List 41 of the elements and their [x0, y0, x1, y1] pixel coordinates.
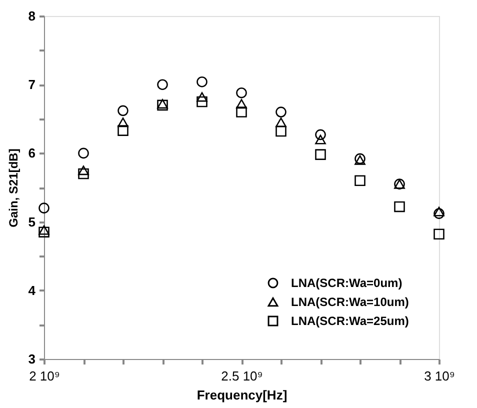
y-tick-label: 6: [28, 146, 36, 161]
point: [38, 225, 50, 235]
point: [78, 166, 89, 176]
point: [78, 148, 89, 159]
y-tick-label: 3: [28, 352, 36, 366]
y-axis-title: Gain, S21[dB]: [6, 148, 20, 228]
point: [434, 228, 444, 240]
y-tick-label: 4: [28, 282, 36, 298]
y-tick-label: 7: [28, 77, 36, 92]
point: [118, 125, 128, 136]
x-tick-label: 2.5 10⁹: [221, 368, 263, 384]
point: [276, 126, 286, 137]
legend-label: LNA(SCR:Wa=0um): [291, 276, 402, 290]
x-axis-title: Frequency[Hz]: [196, 388, 288, 402]
point: [236, 87, 247, 98]
x-tick-label: 2 10⁹: [29, 368, 60, 384]
point: [354, 175, 366, 186]
point: [38, 202, 50, 214]
point: [315, 129, 326, 140]
legend-label: LNA(SCR:Wa=25um): [291, 314, 409, 328]
point: [196, 92, 208, 102]
x-tick-label: 3 10⁹: [424, 368, 455, 384]
point: [276, 118, 286, 128]
point: [315, 149, 326, 160]
point: [236, 99, 247, 109]
point: [236, 106, 247, 118]
point: [118, 105, 128, 116]
y-tick-label: 5: [28, 214, 36, 230]
point: [196, 76, 208, 88]
point: [78, 168, 89, 180]
point: [434, 206, 444, 216]
y-tick-label: 8: [28, 8, 36, 24]
point: [394, 201, 405, 212]
point: [196, 96, 208, 108]
point: [315, 134, 326, 144]
point: [38, 226, 50, 238]
point: [118, 118, 128, 128]
point: [157, 79, 168, 90]
point: [276, 106, 286, 118]
legend-label: LNA(SCR:Wa=10um): [291, 295, 409, 309]
point: [434, 208, 444, 219]
